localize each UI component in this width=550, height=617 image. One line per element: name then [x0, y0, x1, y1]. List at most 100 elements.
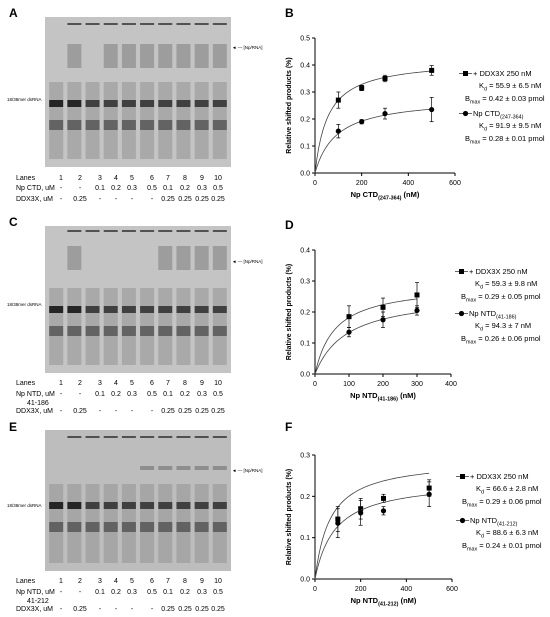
data-point-circle — [414, 307, 420, 314]
data-point-square — [380, 304, 386, 310]
lane-cell: 0.5 — [213, 185, 223, 192]
lane-row-label: Lanes — [16, 175, 36, 182]
x-axis-label: Np NTD(41-186) (nM) — [350, 391, 416, 402]
gel-lower-band — [121, 522, 136, 532]
gel-well — [121, 23, 136, 25]
lane-cell: 0.1 — [95, 391, 105, 398]
gel-well — [85, 230, 100, 232]
data-point-circle — [335, 128, 341, 134]
lane-cell: - — [59, 196, 63, 203]
gel-well — [176, 230, 191, 232]
gel-well — [121, 436, 136, 438]
lane-row-label: Np NTD, uM — [16, 589, 55, 596]
gel-free-rna-band — [140, 502, 155, 509]
y-tick-label: 0.5 — [300, 36, 310, 43]
lane-row-label: Np CTD, uM — [16, 185, 55, 192]
gel-well — [67, 23, 82, 25]
gel-free-rna-band — [176, 306, 191, 313]
gel-image-e — [45, 430, 231, 571]
x-tick-label: 400 — [402, 180, 414, 187]
lane-cell: - — [59, 606, 63, 613]
y-tick-label: 0.2 — [300, 494, 310, 501]
gel-complex-band — [158, 466, 173, 470]
gel-free-rna-band — [212, 306, 227, 313]
gel-well — [103, 436, 118, 438]
gel-complex-band — [67, 246, 82, 270]
gel-free-rna-band — [103, 100, 118, 107]
y-tick-label: 0.0 — [300, 372, 310, 379]
gel-lower-band — [212, 522, 227, 532]
gel-free-rna-band — [176, 100, 191, 107]
panel-letter-f: F — [285, 420, 293, 434]
gel-lower-band — [176, 120, 191, 130]
gel-free-rna-band — [194, 502, 209, 509]
lane-cell: 9 — [200, 175, 204, 182]
lane-row-label: DDX3X, uM — [16, 606, 53, 613]
lane-cell: 0.25 — [178, 196, 192, 203]
gel-a-complex-label: ◄ — [Np/RNA] — [232, 45, 263, 50]
gel-well — [140, 436, 155, 438]
data-point-circle — [346, 329, 352, 335]
x-tick-label: 300 — [411, 381, 423, 388]
legend-series-name: Np CTD(247-364) — [473, 109, 524, 120]
gel-well — [103, 230, 118, 232]
lane-cell: 9 — [200, 578, 204, 585]
lane-cell: 7 — [166, 175, 170, 182]
gel-complex-band — [67, 44, 82, 68]
gel-free-rna-band — [103, 306, 118, 313]
gel-free-rna-band — [67, 100, 82, 107]
lane-cell: 0.25 — [73, 196, 87, 203]
legend-fit-parameter: Kd = 66.6 ± 2.8 nM — [476, 484, 538, 495]
gel-free-rna-band — [49, 502, 64, 509]
x-tick-label: 400 — [400, 586, 412, 593]
binding-chart-f: 0.0 0.1 0.2 0.3 0 200 400 600 Relative shifted p… — [286, 453, 542, 608]
lane-cell: 5 — [130, 578, 134, 585]
data-point-square — [346, 314, 352, 320]
gel-well — [158, 436, 173, 438]
gel-c-rna-label: 18/38mer dsRNA — [7, 302, 42, 307]
gel-well — [212, 23, 227, 25]
gel-lower-band — [140, 326, 155, 336]
gel-well — [194, 436, 209, 438]
x-tick-label: 0 — [313, 586, 317, 593]
gel-well — [194, 23, 209, 25]
lane-cell: 1 — [59, 578, 63, 585]
gel-complex-band — [158, 246, 173, 270]
gel-lower-band — [158, 522, 173, 532]
lane-cell: 0.1 — [163, 185, 173, 192]
gel-free-rna-band — [176, 502, 191, 509]
gel-complex-band — [194, 44, 209, 68]
gel-free-rna-band — [85, 502, 100, 509]
gel-lower-band — [49, 522, 64, 532]
gel-complex-band — [194, 246, 209, 270]
gel-lower-band — [85, 522, 100, 532]
y-tick-label: 0.2 — [300, 310, 310, 317]
lane-row-label: Lanes — [16, 380, 36, 387]
lane-cell: 9 — [200, 380, 204, 387]
y-tick-label: 0.2 — [300, 117, 310, 124]
lane-cell: 0.25 — [211, 408, 225, 415]
y-tick-label: 0.0 — [300, 171, 310, 178]
data-point-circle — [382, 111, 388, 117]
gel-free-rna-band — [158, 100, 173, 107]
y-tick-label: 0.1 — [300, 341, 310, 348]
lane-cell: 10 — [214, 578, 222, 585]
data-point-square — [429, 67, 435, 73]
lane-cell: 0.25 — [195, 606, 209, 613]
gel-lower-band — [176, 326, 191, 336]
gel-lower-band — [194, 522, 209, 532]
x-tick-label: 200 — [377, 381, 389, 388]
lane-cell: 8 — [183, 380, 187, 387]
panel-letter-c: C — [9, 215, 18, 229]
legend-series-name: + DDX3X 250 nM — [469, 267, 528, 276]
lane-cell: - — [114, 196, 118, 203]
gel-complex-band — [176, 44, 191, 68]
gel-free-rna-band — [140, 306, 155, 313]
legend-fit-parameter: Bmax = 0.28 ± 0.01 pmol — [465, 134, 545, 145]
gel-well — [212, 436, 227, 438]
gel-well — [85, 23, 100, 25]
x-tick-label: 0 — [313, 381, 317, 388]
lane-cell: 6 — [150, 175, 154, 182]
lane-cell: - — [78, 391, 82, 398]
lane-cell: 1 — [59, 175, 63, 182]
